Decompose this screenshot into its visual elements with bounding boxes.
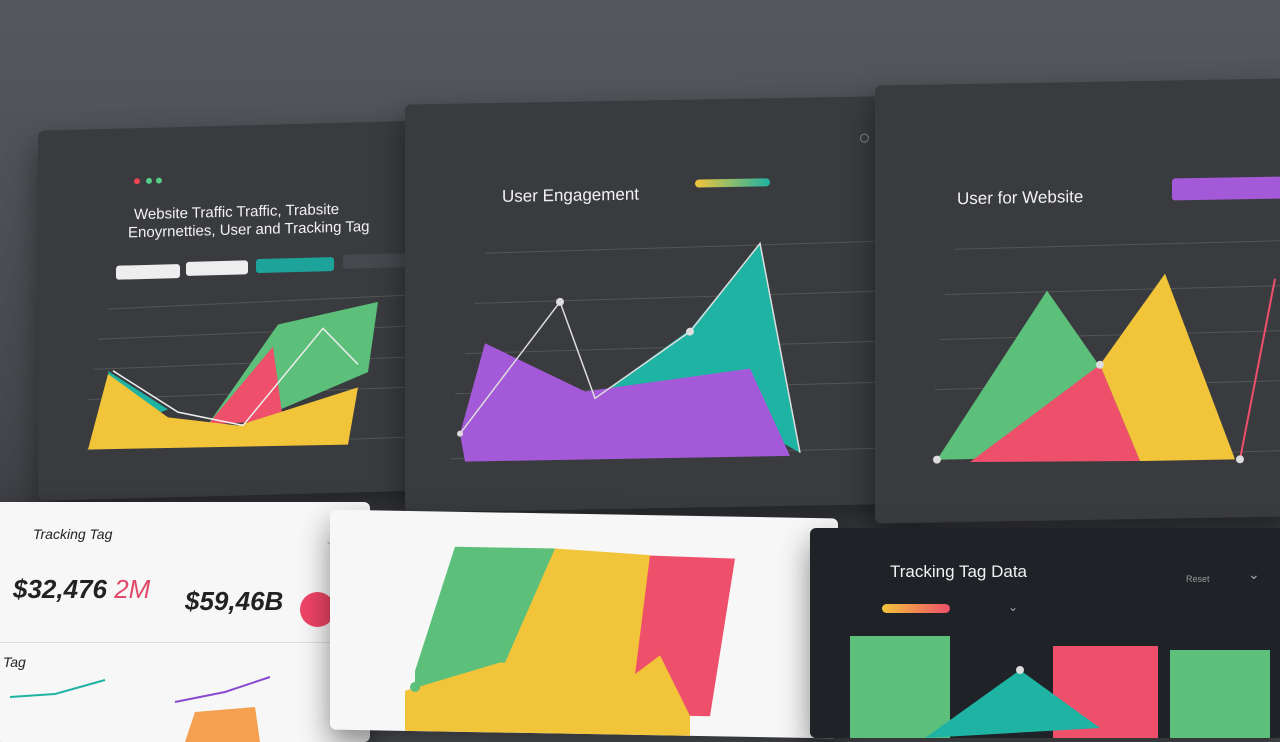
series-line [459,241,801,453]
user-engagement-panel: User Engagement ⌄ [405,95,935,513]
series-pink [970,364,1140,463]
series-yellow-front [405,655,690,736]
tag-mini-charts [9,676,271,742]
series-pink [208,346,283,425]
website-traffic-panel: Website Traffic Traffic, Trabsite Enoyrn… [38,119,480,501]
tracking-tag-data-panel: Tracking Tag Data Reset ⌄ ⌄ [810,528,1280,738]
user-for-website-panel: User for Website [875,78,1280,524]
series-line-red [1239,278,1276,460]
bar-green [850,636,950,738]
series-purple [460,343,790,462]
purple-line [174,676,271,703]
metric-value: $32,476 [13,574,107,604]
website-area-chart [933,239,1280,464]
stacked-area-chart [405,546,735,736]
stacked-chart-panel [330,509,838,739]
series-teal [925,670,1100,738]
section-label: Tag [3,654,26,670]
chevron-down-icon[interactable]: ⌄ [1248,566,1260,582]
tracking-tag-panel: Tracking Tag + $32,476 2M $59,46B Tag [0,502,370,742]
series-line [112,327,359,427]
series-yellow [88,373,358,450]
panel-title: Tracking Tag Data [890,562,1028,581]
progress-bar[interactable] [882,604,950,613]
reset-button[interactable]: Reset [1186,574,1210,584]
panel-title: Tracking Tag [33,526,113,542]
action-badge[interactable] [300,592,335,627]
metric-suffix: 2M [114,574,151,604]
bar-green-2 [1170,650,1270,738]
chevron-down-icon-2[interactable]: ⌄ [1008,600,1019,614]
series-yellow [1100,273,1235,462]
engagement-area-chart [449,240,876,462]
divider [0,642,365,643]
teal-line [9,679,106,698]
traffic-area-chart [85,294,409,451]
metric-value-2: $59,46B [185,586,284,616]
orange-bars [185,707,260,742]
metric-value-1: $32,476 2M [13,574,150,605]
tag-bar-chart [850,636,1270,738]
